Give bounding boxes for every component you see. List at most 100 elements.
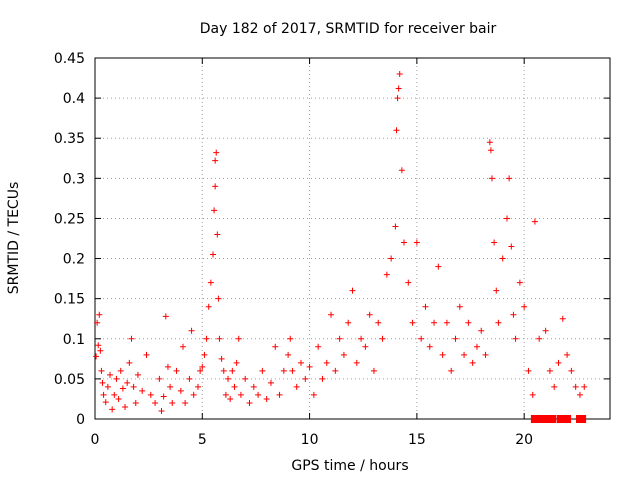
data-point bbox=[392, 223, 399, 230]
data-point bbox=[319, 375, 326, 382]
data-point bbox=[139, 387, 146, 394]
data-point bbox=[546, 367, 553, 374]
data-point bbox=[115, 395, 122, 402]
data-point bbox=[388, 255, 395, 262]
data-point bbox=[93, 353, 100, 360]
data-point bbox=[506, 175, 513, 182]
data-point bbox=[197, 367, 204, 374]
data-point bbox=[456, 303, 463, 310]
y-tick-label: 0.15 bbox=[54, 292, 85, 308]
data-point bbox=[113, 375, 120, 382]
data-point bbox=[358, 335, 365, 342]
data-point bbox=[289, 367, 296, 374]
data-point bbox=[201, 351, 208, 358]
data-point bbox=[126, 359, 133, 366]
data-point bbox=[156, 375, 163, 382]
data-point bbox=[117, 367, 124, 374]
data-point bbox=[167, 383, 174, 390]
data-point bbox=[94, 319, 101, 326]
data-points bbox=[93, 71, 588, 423]
data-point bbox=[233, 359, 240, 366]
data-point bbox=[409, 319, 416, 326]
x-tick-label: 5 bbox=[198, 432, 207, 448]
data-point bbox=[280, 367, 287, 374]
data-point bbox=[396, 71, 403, 78]
data-point bbox=[267, 379, 274, 386]
data-point bbox=[395, 85, 402, 92]
data-point bbox=[422, 303, 429, 310]
data-point-square bbox=[530, 415, 539, 423]
x-tick-label: 15 bbox=[408, 432, 426, 448]
data-point bbox=[504, 215, 510, 222]
data-point bbox=[199, 363, 206, 370]
data-point bbox=[186, 375, 193, 382]
data-point bbox=[310, 391, 317, 398]
data-point bbox=[188, 327, 195, 334]
data-point bbox=[418, 335, 425, 342]
data-point bbox=[128, 335, 135, 342]
y-tick-label: 0.45 bbox=[54, 51, 85, 67]
data-point bbox=[551, 383, 558, 390]
data-point bbox=[559, 315, 566, 322]
data-point bbox=[177, 387, 184, 394]
data-point bbox=[375, 319, 382, 326]
data-point bbox=[227, 395, 234, 402]
data-point bbox=[510, 311, 517, 318]
data-point bbox=[130, 383, 137, 390]
data-point bbox=[353, 359, 360, 366]
data-point bbox=[448, 367, 455, 374]
grid bbox=[95, 58, 610, 419]
data-point bbox=[287, 335, 294, 342]
data-point bbox=[285, 351, 292, 358]
data-point bbox=[211, 207, 218, 214]
data-point bbox=[122, 403, 129, 410]
data-point bbox=[132, 399, 139, 406]
y-tick-label: 0.35 bbox=[54, 131, 85, 147]
data-point bbox=[413, 239, 420, 246]
data-point bbox=[255, 391, 262, 398]
data-point bbox=[162, 313, 169, 320]
data-point-square bbox=[548, 415, 557, 423]
data-point bbox=[203, 335, 210, 342]
data-point bbox=[179, 343, 186, 350]
data-point bbox=[564, 351, 571, 358]
data-point bbox=[99, 379, 106, 386]
data-point bbox=[272, 343, 279, 350]
data-point bbox=[195, 383, 201, 390]
x-axis-label: GPS time / hours bbox=[291, 458, 408, 474]
data-point bbox=[512, 335, 519, 342]
data-point bbox=[488, 175, 495, 182]
data-point-square bbox=[543, 415, 552, 423]
data-point bbox=[96, 311, 103, 318]
data-point bbox=[529, 391, 536, 398]
data-point bbox=[124, 379, 131, 386]
data-point bbox=[104, 383, 111, 390]
data-point bbox=[225, 375, 232, 382]
data-point bbox=[143, 351, 150, 358]
data-point bbox=[306, 363, 313, 370]
data-point bbox=[401, 239, 407, 246]
data-point bbox=[242, 375, 249, 382]
data-point bbox=[482, 351, 489, 358]
data-point bbox=[383, 271, 390, 278]
data-point bbox=[576, 391, 583, 398]
data-point bbox=[302, 375, 309, 382]
data-point bbox=[95, 342, 102, 349]
data-point bbox=[152, 399, 159, 406]
y-tick-label: 0.1 bbox=[63, 332, 85, 348]
x-tick-label: 0 bbox=[91, 432, 100, 448]
x-tick-label: 10 bbox=[301, 432, 319, 448]
data-point bbox=[499, 255, 506, 262]
data-point bbox=[431, 319, 438, 326]
data-point bbox=[259, 367, 266, 374]
data-point bbox=[182, 399, 189, 406]
data-point-square bbox=[535, 415, 544, 423]
data-point bbox=[469, 359, 476, 366]
y-tick-label: 0.3 bbox=[63, 171, 85, 187]
data-point bbox=[263, 395, 270, 402]
data-point bbox=[212, 183, 219, 190]
data-point bbox=[213, 149, 220, 156]
plot-frame bbox=[94, 57, 611, 420]
x-tick-label: 20 bbox=[515, 432, 533, 448]
data-point bbox=[215, 295, 222, 302]
